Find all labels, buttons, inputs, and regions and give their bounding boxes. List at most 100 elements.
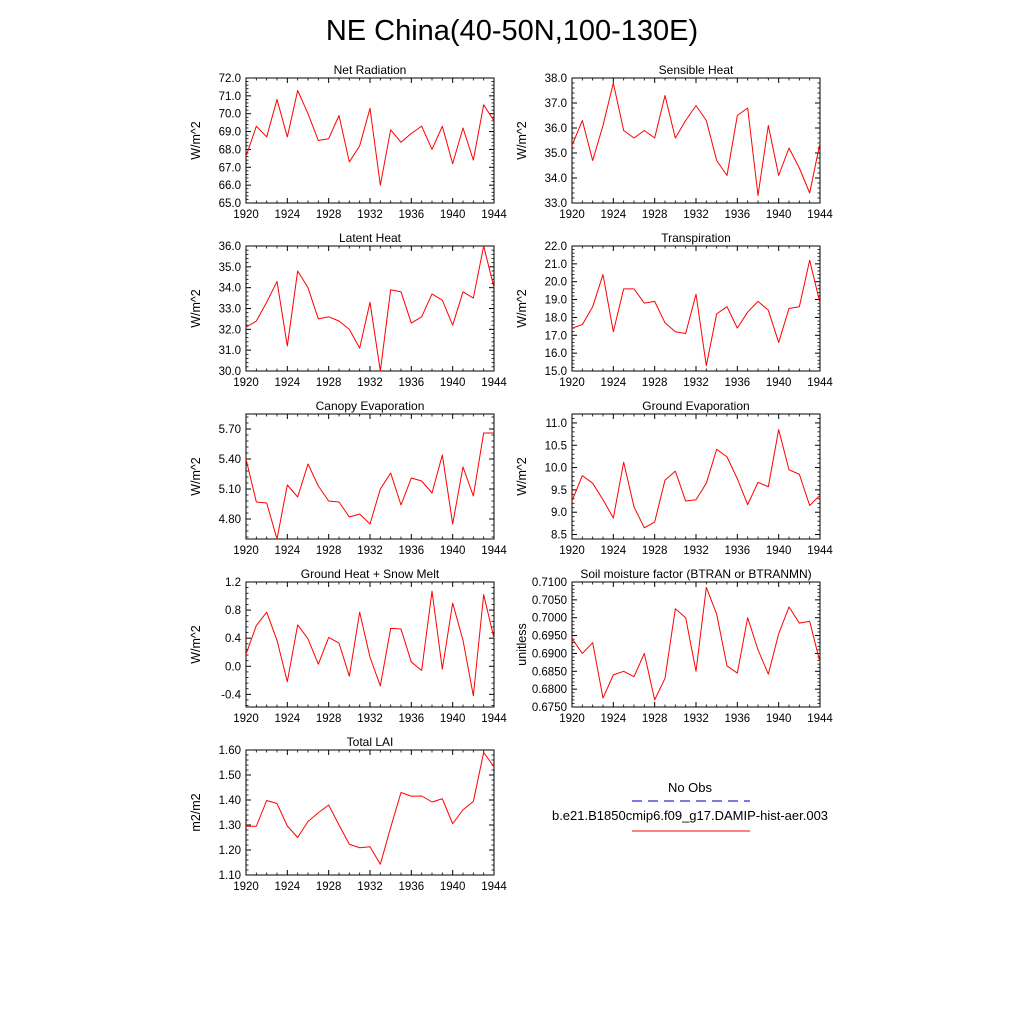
y-tick-label: 8.5 [551, 530, 567, 542]
x-tick-label: 1932 [357, 713, 383, 725]
x-tick-label: 1924 [601, 209, 627, 221]
x-tick-label: 1928 [316, 209, 342, 221]
x-tick-label: 1944 [807, 545, 833, 557]
y-axis-label: W/m^2 [189, 121, 203, 160]
x-tick-label: 1928 [642, 209, 668, 221]
x-tick-label: 1940 [766, 545, 792, 557]
chart-panel-soil-moisture-factor-btran-or-btranmn: Soil moisture factor (BTRAN or BTRANMN) u… [515, 567, 833, 725]
x-tick-label: 1940 [766, 377, 792, 389]
y-tick-label: 0.8 [225, 605, 241, 617]
y-axis-label: W/m^2 [189, 457, 203, 496]
x-tick-label: 1936 [399, 377, 425, 389]
y-tick-label: 0.7000 [532, 613, 567, 625]
series-line-model [571, 429, 821, 529]
x-tick-label: 1936 [725, 545, 751, 557]
x-tick-label: 1944 [481, 209, 507, 221]
series-line-model [571, 586, 821, 701]
x-tick-label: 1924 [601, 377, 627, 389]
x-tick-label: 1928 [642, 713, 668, 725]
series-line-model [245, 432, 494, 540]
y-tick-label: 1.2 [225, 577, 241, 589]
y-tick-label: 10.5 [545, 440, 567, 452]
x-tick-label: 1932 [357, 377, 383, 389]
y-tick-label: 66.0 [219, 180, 241, 192]
legend: No Obs b.e21.B1850cmip6.f09_g17.DAMIP-hi… [552, 780, 828, 832]
figure-title: NE China(40-50N,100-130E) [326, 15, 698, 47]
x-tick-label: 1932 [683, 209, 709, 221]
x-tick-label: 1924 [601, 713, 627, 725]
series-line-model [246, 752, 495, 865]
panel-title: Ground Evaporation [642, 399, 749, 413]
x-tick-label: 1940 [440, 209, 466, 221]
y-tick-label: 35.0 [545, 148, 567, 160]
y-tick-label: 69.0 [219, 127, 241, 139]
y-tick-label: 30.0 [219, 366, 241, 378]
y-tick-label: 0.6750 [532, 702, 567, 714]
series-line-model [245, 245, 495, 372]
panel-title: Ground Heat + Snow Melt [301, 567, 440, 581]
panel-title: Sensible Heat [659, 63, 734, 77]
x-tick-label: 1920 [233, 209, 259, 221]
x-tick-label: 1924 [275, 545, 301, 557]
legend-model-label: b.e21.B1850cmip6.f09_g17.DAMIP-hist-aer.… [552, 808, 828, 823]
x-tick-label: 1932 [683, 377, 709, 389]
y-axis-label: W/m^2 [515, 121, 529, 160]
x-tick-label: 1940 [440, 545, 466, 557]
x-tick-label: 1920 [233, 545, 259, 557]
y-tick-label: 0.6800 [532, 684, 567, 696]
y-tick-label: 32.0 [219, 324, 241, 336]
y-tick-label: 21.0 [545, 259, 567, 271]
y-tick-label: 19.0 [545, 295, 567, 307]
chart-panel-net-radiation: Net Radiation W/m^2 1920 1924 1928 1932 1936 19… [189, 63, 507, 221]
x-tick-label: 1928 [642, 545, 668, 557]
x-tick-label: 1928 [642, 377, 668, 389]
x-tick-label: 1936 [725, 713, 751, 725]
x-tick-label: 1944 [481, 377, 507, 389]
plot-frame [245, 245, 495, 372]
y-tick-label: 65.0 [219, 198, 241, 210]
x-tick-label: 1932 [683, 545, 709, 557]
y-tick-label: 34.0 [219, 283, 241, 295]
x-tick-label: 1924 [275, 209, 301, 221]
y-axis-label: unitless [515, 623, 529, 665]
x-tick-label: 1944 [481, 545, 507, 557]
x-tick-label: 1940 [440, 377, 466, 389]
y-tick-label: 0.6850 [532, 666, 567, 678]
y-tick-label: 1.50 [219, 770, 241, 782]
x-tick-label: 1928 [316, 545, 342, 557]
y-tick-label: 20.0 [545, 277, 567, 289]
x-tick-label: 1940 [440, 713, 466, 725]
y-tick-label: 31.0 [219, 345, 241, 357]
y-tick-label: 35.0 [219, 262, 241, 274]
panel-title: Soil moisture factor (BTRAN or BTRANMN) [580, 567, 811, 581]
y-tick-label: 0.7050 [532, 595, 567, 607]
y-tick-label: 0.6950 [532, 631, 567, 643]
y-tick-label: 4.80 [219, 514, 241, 526]
y-tick-label: 17.0 [545, 330, 567, 342]
y-axis-label: W/m^2 [189, 625, 203, 664]
x-tick-label: 1920 [559, 545, 585, 557]
x-tick-label: 1920 [233, 881, 259, 893]
x-tick-label: 1932 [357, 209, 383, 221]
y-tick-label: 37.0 [545, 98, 567, 110]
chart-panel-ground-heat-snow-melt: Ground Heat + Snow Melt W/m^2 1920 1924 1928… [189, 567, 507, 725]
y-tick-label: 10.0 [545, 463, 567, 475]
x-tick-label: 1940 [440, 881, 466, 893]
plot-frame [571, 581, 821, 708]
x-tick-label: 1928 [316, 881, 342, 893]
x-tick-label: 1920 [559, 713, 585, 725]
y-tick-label: 1.20 [219, 845, 241, 857]
y-tick-label: 18.0 [545, 312, 567, 324]
y-tick-label: 5.10 [219, 484, 241, 496]
x-tick-label: 1920 [559, 209, 585, 221]
plot-frame [245, 413, 495, 540]
y-axis-label: W/m^2 [515, 289, 529, 328]
y-tick-label: 36.0 [219, 241, 241, 253]
panel-title: Total LAI [347, 735, 394, 749]
series-line-model [245, 90, 495, 186]
panels: Net Radiation W/m^2 1920 1924 1928 1932 1936 19… [189, 63, 833, 893]
plot-frame [245, 749, 495, 876]
x-tick-label: 1932 [357, 881, 383, 893]
panel-title: Net Radiation [334, 63, 407, 77]
